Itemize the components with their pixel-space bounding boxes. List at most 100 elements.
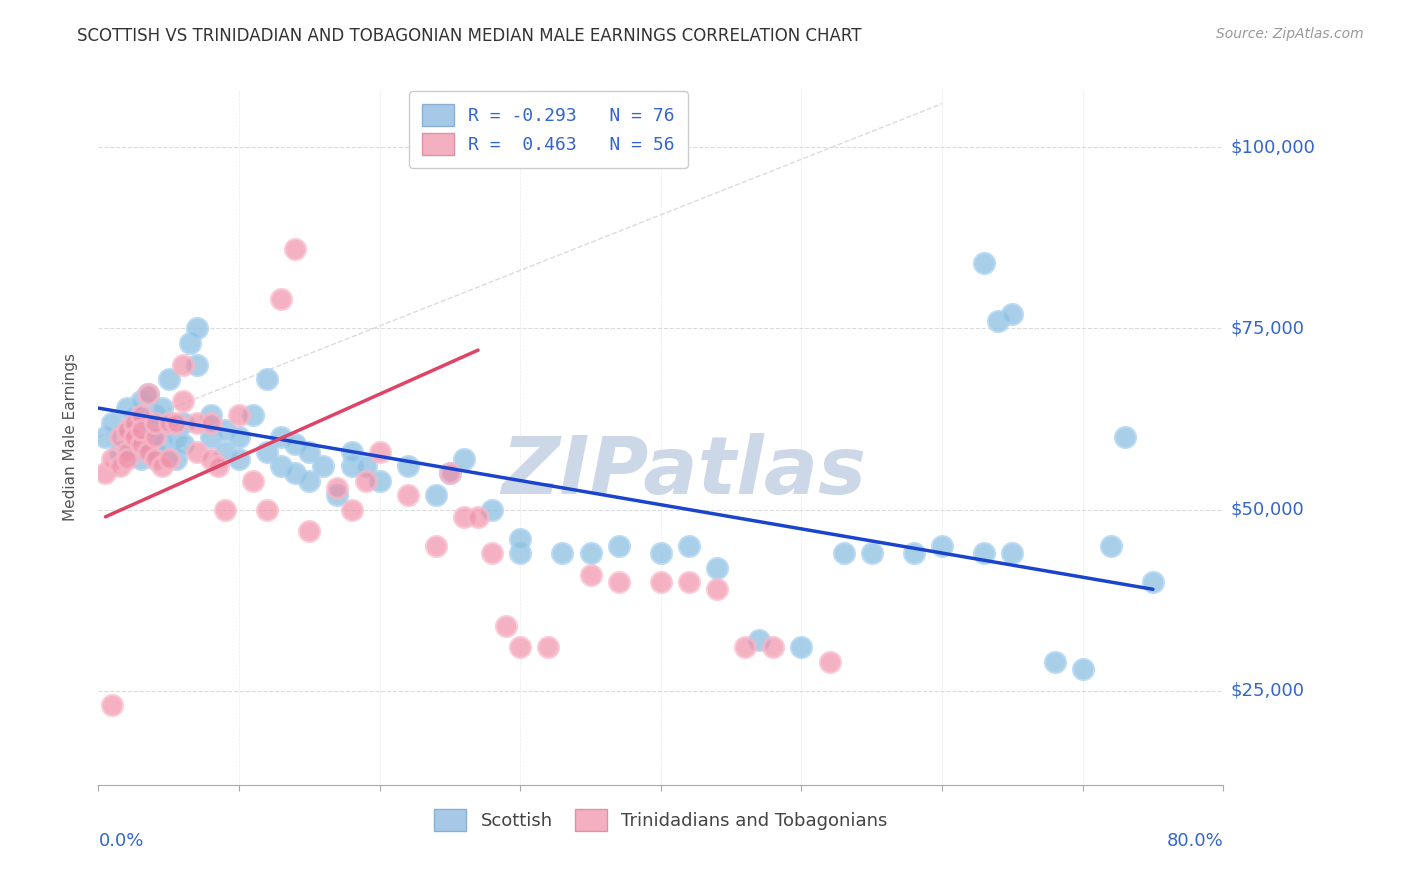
Point bbox=[122, 437, 145, 451]
Point bbox=[143, 409, 166, 423]
Point bbox=[136, 444, 159, 458]
Point bbox=[340, 458, 363, 473]
Point bbox=[242, 474, 264, 488]
Point bbox=[157, 416, 180, 430]
Point bbox=[115, 423, 138, 437]
Point bbox=[706, 582, 728, 597]
Point bbox=[129, 409, 152, 423]
Point bbox=[1114, 430, 1136, 444]
Point bbox=[396, 458, 419, 473]
Point bbox=[186, 358, 208, 372]
Point bbox=[122, 409, 145, 423]
Point bbox=[368, 474, 391, 488]
Point bbox=[650, 546, 672, 560]
Point bbox=[207, 458, 229, 473]
Point bbox=[150, 401, 173, 416]
Point bbox=[129, 423, 152, 437]
Point bbox=[481, 502, 503, 516]
Point bbox=[973, 546, 995, 560]
Point bbox=[129, 437, 152, 451]
Text: $100,000: $100,000 bbox=[1230, 138, 1315, 156]
Point bbox=[439, 467, 461, 481]
Point bbox=[425, 488, 447, 502]
Point bbox=[762, 640, 785, 655]
Point bbox=[214, 502, 236, 516]
Point bbox=[551, 546, 574, 560]
Point bbox=[678, 574, 700, 589]
Point bbox=[143, 451, 166, 466]
Y-axis label: Median Male Earnings: Median Male Earnings bbox=[63, 353, 77, 521]
Point bbox=[453, 509, 475, 524]
Point bbox=[150, 458, 173, 473]
Point bbox=[298, 524, 321, 539]
Point bbox=[143, 416, 166, 430]
Point bbox=[129, 393, 152, 408]
Point bbox=[987, 314, 1010, 328]
Point bbox=[340, 444, 363, 458]
Point bbox=[607, 574, 630, 589]
Point bbox=[270, 293, 292, 307]
Point bbox=[108, 430, 131, 444]
Point bbox=[172, 437, 194, 451]
Point bbox=[354, 474, 377, 488]
Point bbox=[368, 444, 391, 458]
Point bbox=[312, 458, 335, 473]
Point bbox=[143, 423, 166, 437]
Point bbox=[186, 444, 208, 458]
Point bbox=[650, 574, 672, 589]
Text: Source: ZipAtlas.com: Source: ZipAtlas.com bbox=[1216, 27, 1364, 41]
Point bbox=[101, 451, 124, 466]
Point bbox=[108, 458, 131, 473]
Text: $50,000: $50,000 bbox=[1230, 500, 1303, 518]
Point bbox=[115, 423, 138, 437]
Point bbox=[122, 430, 145, 444]
Text: ZIPatlas: ZIPatlas bbox=[501, 433, 866, 511]
Point bbox=[200, 416, 222, 430]
Point bbox=[256, 444, 278, 458]
Point bbox=[340, 502, 363, 516]
Legend: Scottish, Trinidadians and Tobagonians: Scottish, Trinidadians and Tobagonians bbox=[426, 802, 896, 838]
Point bbox=[832, 546, 855, 560]
Point bbox=[214, 444, 236, 458]
Text: 0.0%: 0.0% bbox=[98, 832, 143, 850]
Point bbox=[214, 423, 236, 437]
Point bbox=[200, 409, 222, 423]
Point bbox=[101, 416, 124, 430]
Point bbox=[228, 409, 250, 423]
Point bbox=[607, 539, 630, 553]
Point bbox=[818, 655, 841, 669]
Point bbox=[115, 451, 138, 466]
Point bbox=[108, 444, 131, 458]
Point bbox=[179, 335, 201, 350]
Point bbox=[284, 437, 307, 451]
Text: $75,000: $75,000 bbox=[1230, 319, 1305, 337]
Point bbox=[256, 502, 278, 516]
Point bbox=[678, 539, 700, 553]
Point bbox=[453, 451, 475, 466]
Point bbox=[143, 444, 166, 458]
Point bbox=[579, 567, 602, 582]
Point bbox=[748, 633, 770, 648]
Point bbox=[122, 416, 145, 430]
Point bbox=[256, 372, 278, 386]
Point bbox=[284, 242, 307, 256]
Point bbox=[94, 467, 117, 481]
Point bbox=[115, 444, 138, 458]
Point bbox=[242, 409, 264, 423]
Point bbox=[136, 430, 159, 444]
Point bbox=[354, 458, 377, 473]
Point bbox=[228, 430, 250, 444]
Point bbox=[298, 444, 321, 458]
Point bbox=[903, 546, 925, 560]
Point bbox=[1099, 539, 1122, 553]
Point bbox=[537, 640, 560, 655]
Point bbox=[1142, 574, 1164, 589]
Point bbox=[172, 358, 194, 372]
Point bbox=[1071, 662, 1094, 676]
Point bbox=[509, 532, 531, 546]
Point bbox=[1001, 546, 1024, 560]
Point bbox=[467, 509, 489, 524]
Point bbox=[172, 393, 194, 408]
Point bbox=[1001, 307, 1024, 321]
Text: SCOTTISH VS TRINIDADIAN AND TOBAGONIAN MEDIAN MALE EARNINGS CORRELATION CHART: SCOTTISH VS TRINIDADIAN AND TOBAGONIAN M… bbox=[77, 27, 862, 45]
